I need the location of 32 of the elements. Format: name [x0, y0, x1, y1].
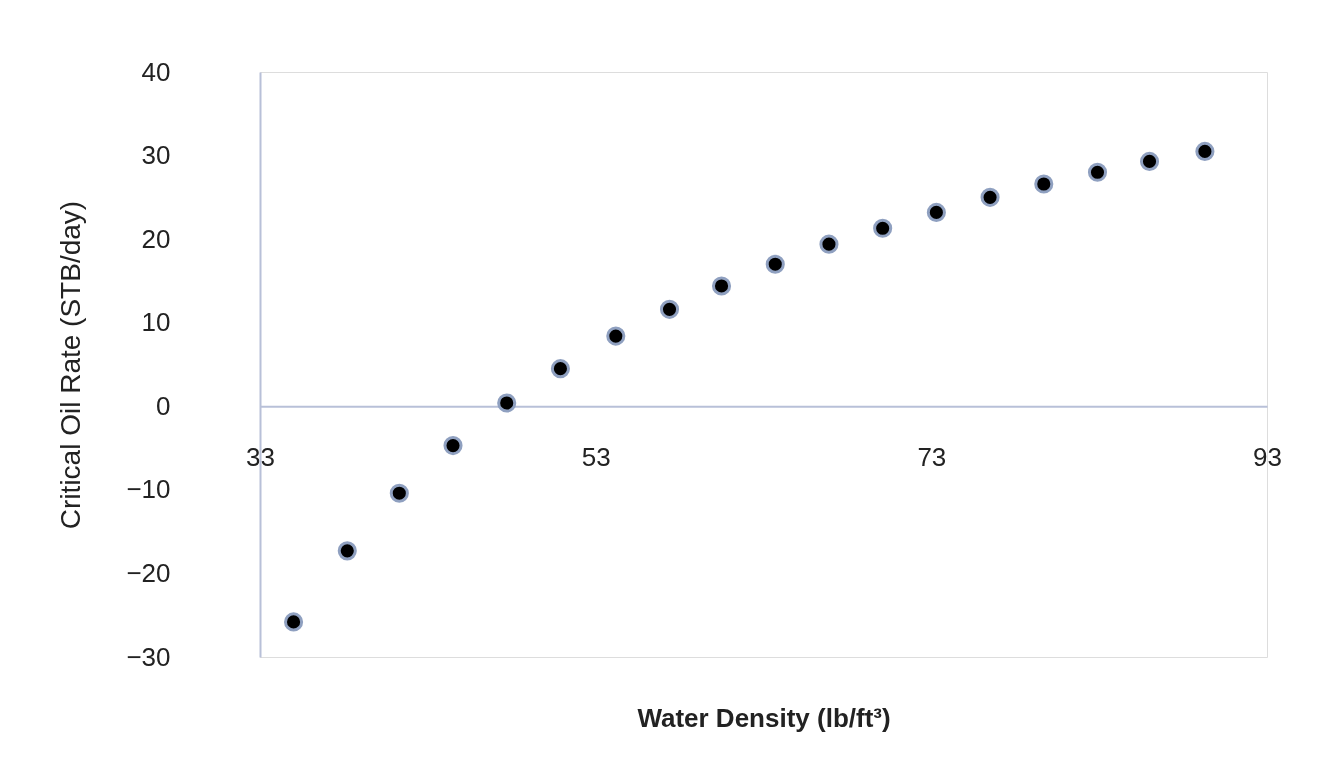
y-tick-label: 40: [141, 56, 171, 87]
point: [443, 436, 463, 456]
y-tick-label: −30: [126, 641, 171, 672]
point: [980, 187, 1000, 207]
x-tick-label: 53: [581, 441, 611, 472]
point: [1034, 174, 1054, 194]
point: [1087, 162, 1108, 182]
point: [497, 393, 517, 413]
y-axis-title: Critical Oil Rate (STB/day): [55, 200, 87, 530]
point: [1195, 141, 1215, 161]
y-tick-label: 10: [141, 307, 171, 338]
point: [926, 202, 946, 222]
x-tick-label: 73: [917, 441, 947, 472]
x-tick-label: 33: [246, 441, 275, 472]
point: [550, 359, 570, 379]
point: [1139, 151, 1160, 171]
y-tick-label: −10: [126, 474, 171, 505]
point: [389, 483, 409, 503]
point: [819, 234, 839, 254]
x-axis-title: Water Density (lb/ft³): [637, 702, 891, 733]
y-tick-label: −20: [126, 557, 171, 588]
point: [711, 276, 732, 296]
y-tick-label: 0: [156, 390, 171, 421]
point: [873, 218, 893, 238]
x-tick-label: 93: [1253, 441, 1282, 472]
point: [337, 541, 357, 561]
point: [659, 299, 680, 319]
point: [284, 612, 304, 632]
point: [765, 254, 785, 274]
point: [606, 326, 626, 346]
y-tick-label: 30: [141, 140, 171, 171]
y-tick-label: 20: [141, 223, 171, 254]
